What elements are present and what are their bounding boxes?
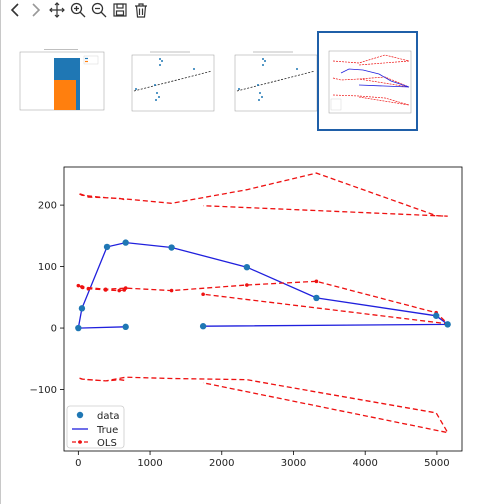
forward-icon[interactable] <box>27 1 44 19</box>
ols-point <box>86 286 91 291</box>
data-point <box>122 323 129 331</box>
y-tick-label: 100 <box>38 262 57 273</box>
data-point <box>122 239 129 246</box>
legend-marker-data <box>76 411 84 419</box>
data-point <box>444 321 451 328</box>
x-tick-label: 4000 <box>352 458 377 469</box>
axes-frame <box>63 166 463 452</box>
ols-point <box>201 292 205 297</box>
back-icon[interactable] <box>6 1 23 19</box>
ols-point <box>123 286 128 290</box>
legend-marker-ols <box>78 440 82 444</box>
data-point <box>432 312 440 319</box>
legend-label-data: data <box>97 411 120 422</box>
save-icon[interactable] <box>111 1 128 19</box>
ols-point <box>103 287 108 292</box>
x-tick-label: 3000 <box>281 458 306 469</box>
x-axis: 0 1000 2000 3000 4000 5000 <box>75 451 450 469</box>
ols-line-4 <box>78 376 449 434</box>
y-tick-label: −100 <box>30 385 57 396</box>
y-axis: −100 0 100 200 <box>30 201 64 396</box>
delete-icon[interactable] <box>132 1 149 19</box>
series-layer <box>75 172 451 434</box>
thumbnail-histogram[interactable] <box>14 46 110 118</box>
ols-point <box>117 288 122 293</box>
x-tick-label: 1000 <box>137 458 162 469</box>
panel-left-border <box>0 0 1 504</box>
legend: data True OLS <box>66 405 125 449</box>
zoom-in-icon[interactable] <box>69 1 86 19</box>
ols-line-2 <box>78 280 450 325</box>
zoom-out-icon[interactable] <box>90 1 107 19</box>
data-point <box>78 305 86 312</box>
data-point <box>243 263 251 271</box>
thumbnail-scatter-fit-1[interactable] <box>122 49 218 121</box>
data-point <box>313 294 320 302</box>
ols-point <box>245 283 249 287</box>
y-tick-label: 0 <box>51 324 57 335</box>
legend-label-true: True <box>96 425 118 436</box>
ols-point <box>80 285 84 289</box>
true-line <box>77 241 450 329</box>
data-point <box>199 323 207 330</box>
x-tick-label: 5000 <box>424 458 449 469</box>
y-tick-label: 200 <box>38 201 57 212</box>
thumbnail-scatter-fit-2[interactable] <box>225 49 321 121</box>
ols-line-3 <box>77 172 448 217</box>
ols-point <box>314 279 319 284</box>
x-tick-label: 0 <box>75 458 81 469</box>
x-tick-label: 2000 <box>209 458 234 469</box>
data-point <box>168 244 175 251</box>
ols-point <box>76 283 81 288</box>
data-point <box>103 243 111 251</box>
toolbar <box>6 0 149 20</box>
data-point <box>75 324 82 332</box>
ols-point <box>169 288 174 293</box>
thumbnail-ols-lines[interactable] <box>317 31 418 131</box>
legend-label-ols: OLS <box>97 438 117 449</box>
pan-icon[interactable] <box>48 1 65 19</box>
